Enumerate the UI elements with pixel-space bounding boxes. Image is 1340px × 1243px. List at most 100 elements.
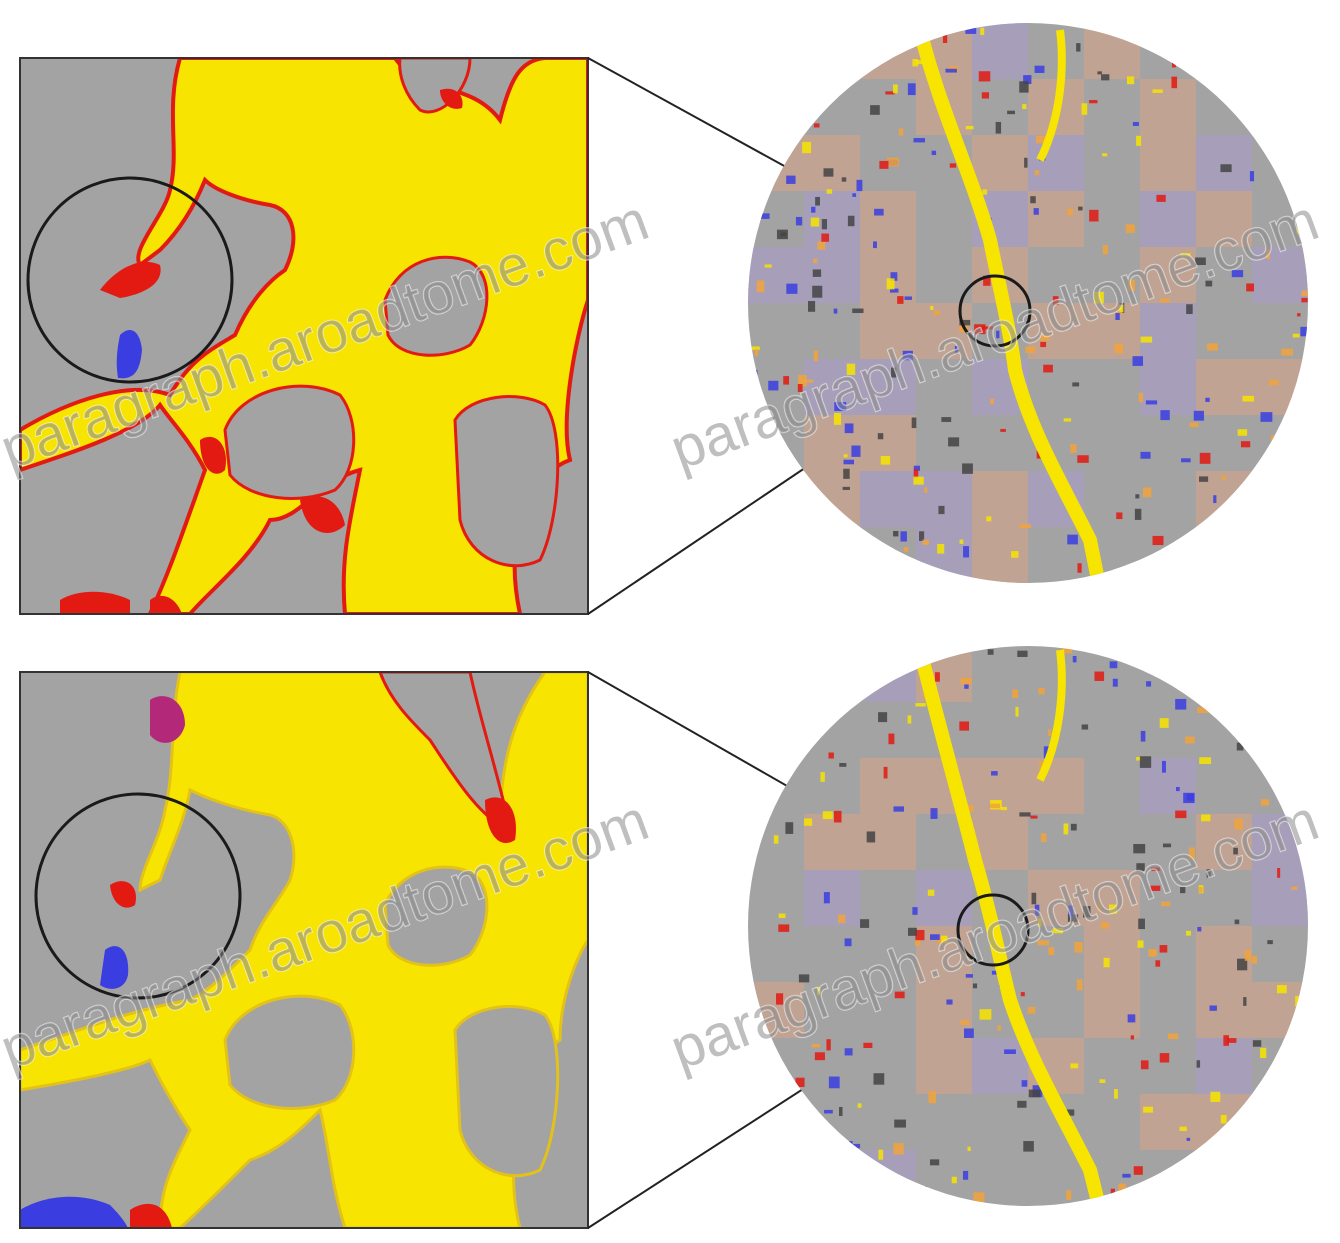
overview-speck bbox=[1198, 476, 1209, 482]
overview-speck bbox=[808, 688, 812, 696]
overview-speck bbox=[1287, 669, 1295, 682]
overview-speck bbox=[774, 714, 783, 721]
overview-speck bbox=[1134, 508, 1142, 520]
overview-speck bbox=[1048, 947, 1055, 956]
overview-speck bbox=[1072, 655, 1077, 663]
bottom-blue-phase bbox=[100, 946, 129, 989]
overview-speck bbox=[965, 974, 973, 978]
overview-speck bbox=[978, 71, 991, 82]
overview-speck bbox=[1023, 1141, 1034, 1152]
overview-speck bbox=[748, 1164, 756, 1176]
overview-speck bbox=[780, 457, 786, 462]
overview-speck bbox=[813, 258, 818, 264]
bottom-grain-island bbox=[378, 672, 512, 833]
overview-speck bbox=[1101, 922, 1109, 929]
overview-speck bbox=[912, 59, 919, 67]
overview-speck bbox=[1197, 926, 1202, 932]
bottom-interface-blob bbox=[485, 797, 516, 844]
overview-tile bbox=[804, 1150, 860, 1206]
overview-speck bbox=[1300, 326, 1308, 337]
overview-speck bbox=[1226, 1038, 1237, 1043]
overview-speck bbox=[1035, 135, 1047, 144]
overview-speck bbox=[1156, 194, 1166, 202]
overview-speck bbox=[1234, 919, 1240, 925]
overview-speck bbox=[862, 571, 872, 582]
overview-speck bbox=[834, 402, 847, 412]
overview-speck bbox=[1023, 75, 1032, 85]
overview-speck bbox=[1196, 1060, 1201, 1068]
overview-speck bbox=[1078, 206, 1083, 211]
overview-speck bbox=[1274, 737, 1281, 743]
overview-speck bbox=[833, 412, 841, 425]
overview-speck bbox=[1020, 992, 1025, 997]
overview-speck bbox=[1234, 1141, 1241, 1151]
overview-tile bbox=[972, 471, 1028, 527]
overview-speck bbox=[1186, 930, 1191, 936]
overview-speck bbox=[1260, 1047, 1267, 1058]
overview-speck bbox=[1133, 843, 1146, 854]
overview-speck bbox=[778, 924, 790, 932]
overview-speck bbox=[798, 34, 810, 45]
overview-speck bbox=[959, 319, 971, 326]
overview-speck bbox=[909, 655, 914, 666]
overview-speck bbox=[1290, 523, 1299, 534]
overview-speck bbox=[1076, 979, 1083, 991]
overview-tile bbox=[1084, 303, 1140, 359]
overview-speck bbox=[756, 280, 765, 293]
overview-speck bbox=[776, 647, 788, 657]
overview-speck bbox=[1074, 941, 1083, 953]
overview-speck bbox=[797, 384, 803, 392]
overview-speck bbox=[986, 516, 992, 522]
overview-speck bbox=[964, 684, 969, 689]
overview-speck bbox=[1148, 949, 1157, 957]
overview-speck bbox=[1201, 814, 1211, 822]
overview-tile bbox=[916, 471, 972, 527]
overview-speck bbox=[1209, 1005, 1217, 1011]
overview-tile bbox=[1140, 79, 1196, 135]
overview-speck bbox=[802, 141, 812, 154]
overview-speck bbox=[870, 105, 880, 115]
overview-speck bbox=[1185, 736, 1195, 744]
overview-speck bbox=[807, 300, 816, 312]
overview-speck bbox=[826, 1039, 831, 1051]
overview-speck bbox=[915, 703, 926, 707]
overview-speck bbox=[1067, 914, 1079, 922]
overview-speck bbox=[1274, 715, 1282, 724]
overview-speck bbox=[915, 939, 921, 946]
overview-speck bbox=[1027, 1006, 1036, 1014]
overview-speck bbox=[786, 685, 797, 691]
overview-speck bbox=[928, 1091, 937, 1104]
overview-speck bbox=[893, 84, 898, 94]
overview-speck bbox=[1022, 104, 1027, 110]
overview-speck bbox=[837, 914, 846, 924]
overview-speck bbox=[758, 213, 770, 219]
overview-tile bbox=[1252, 23, 1308, 79]
overview-speck bbox=[1160, 298, 1170, 303]
overview-speck bbox=[1189, 422, 1199, 428]
overview-speck bbox=[1068, 905, 1074, 917]
overview-speck bbox=[959, 539, 964, 544]
overview-speck bbox=[1277, 867, 1281, 878]
overview-speck bbox=[1260, 799, 1270, 806]
overview-speck bbox=[842, 486, 850, 490]
overview-speck bbox=[754, 349, 759, 357]
overview-tile bbox=[804, 646, 860, 702]
overview-speck bbox=[843, 468, 850, 479]
overview-tile bbox=[860, 646, 916, 702]
overview-tile bbox=[1140, 135, 1196, 191]
overview-tile bbox=[748, 702, 804, 758]
overview-speck bbox=[819, 678, 825, 685]
overview-speck bbox=[1180, 887, 1186, 894]
bottom-interface-blob bbox=[130, 1203, 172, 1228]
overview-tile bbox=[916, 1038, 972, 1094]
overview-speck bbox=[1246, 283, 1255, 292]
overview-speck bbox=[929, 1159, 940, 1166]
overview-speck bbox=[810, 217, 820, 227]
overview-speck bbox=[951, 1176, 957, 1184]
overview-speck bbox=[815, 196, 820, 206]
overview-speck bbox=[1290, 696, 1300, 706]
overview-tile bbox=[1084, 23, 1140, 79]
overview-speck bbox=[1160, 410, 1170, 421]
overview-speck bbox=[849, 692, 853, 700]
